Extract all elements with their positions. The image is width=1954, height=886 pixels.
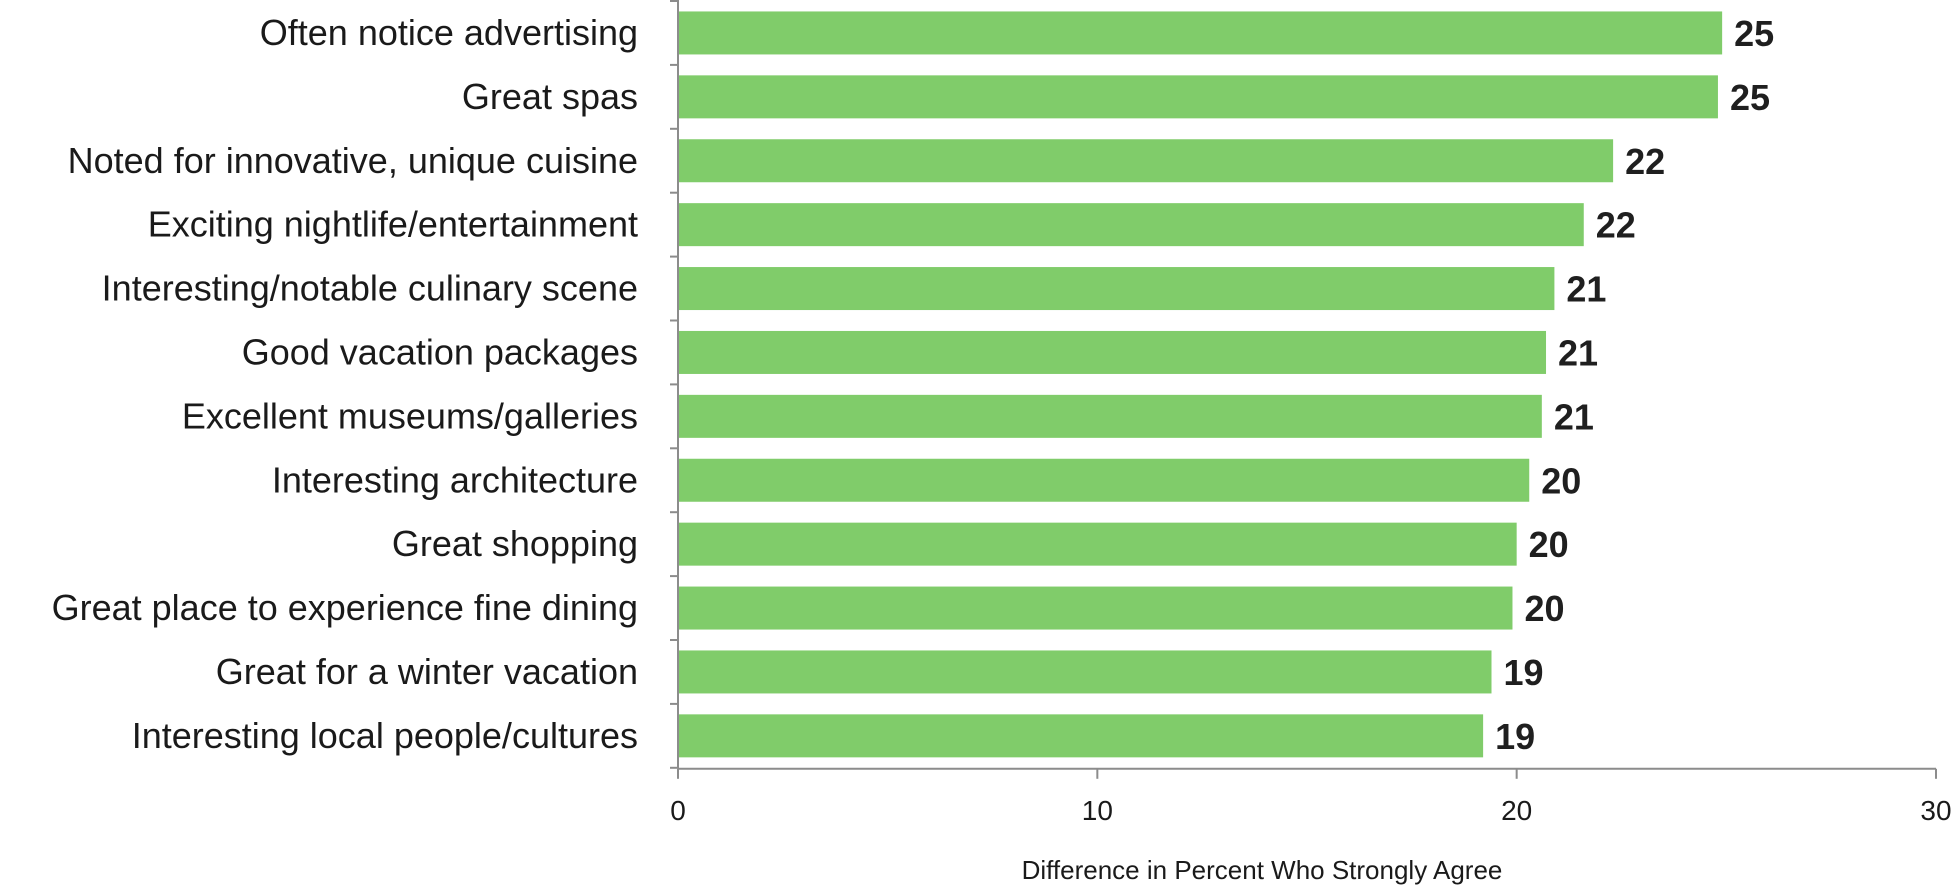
data-label: 21 xyxy=(1566,269,1606,310)
x-tick-label: 10 xyxy=(1082,795,1113,826)
bar xyxy=(678,203,1584,247)
data-label: 19 xyxy=(1495,716,1535,757)
bar xyxy=(678,522,1517,566)
category-label: Great for a winter vacation xyxy=(216,651,638,692)
bar xyxy=(678,394,1542,438)
bar xyxy=(678,714,1484,758)
category-label: Interesting local people/cultures xyxy=(132,715,638,756)
data-label: 20 xyxy=(1524,588,1564,629)
x-tick-label: 0 xyxy=(670,795,686,826)
category-label: Noted for innovative, unique cuisine xyxy=(68,140,638,181)
data-label: 21 xyxy=(1554,396,1594,437)
data-label: 20 xyxy=(1541,460,1581,501)
x-tick-label: 30 xyxy=(1920,795,1951,826)
category-label: Interesting/notable culinary scene xyxy=(102,268,638,309)
category-label: Often notice advertising xyxy=(260,12,638,53)
axes: 0 10 20 30 xyxy=(670,0,1952,826)
bar xyxy=(678,11,1723,55)
data-label: 22 xyxy=(1625,141,1665,182)
bars-layer xyxy=(678,11,1723,758)
bar xyxy=(678,330,1547,374)
bar xyxy=(678,75,1718,119)
category-label: Excellent museums/galleries xyxy=(182,395,638,436)
value-labels: 25 25 22 22 21 21 21 20 20 20 19 19 xyxy=(1495,13,1774,757)
data-label: 25 xyxy=(1730,77,1770,118)
category-label: Good vacation packages xyxy=(242,331,638,372)
data-label: 20 xyxy=(1529,524,1569,565)
x-axis-title: Difference in Percent Who Strongly Agree xyxy=(1022,855,1503,885)
data-label: 25 xyxy=(1734,13,1774,54)
bar xyxy=(678,139,1614,183)
category-labels: Often notice advertising Great spas Noted … xyxy=(52,12,638,756)
data-label: 21 xyxy=(1558,332,1598,373)
bar xyxy=(678,458,1530,502)
category-label: Great place to experience fine dining xyxy=(52,587,638,628)
x-tick-label: 20 xyxy=(1501,795,1532,826)
bar xyxy=(678,650,1492,694)
data-label: 22 xyxy=(1596,205,1636,246)
data-label: 19 xyxy=(1504,652,1544,693)
category-label: Exciting nightlife/entertainment xyxy=(148,204,638,245)
category-label: Great shopping xyxy=(392,523,638,564)
category-label: Great spas xyxy=(462,76,638,117)
bar xyxy=(678,586,1513,630)
category-label: Interesting architecture xyxy=(272,459,638,500)
bar xyxy=(678,267,1555,311)
